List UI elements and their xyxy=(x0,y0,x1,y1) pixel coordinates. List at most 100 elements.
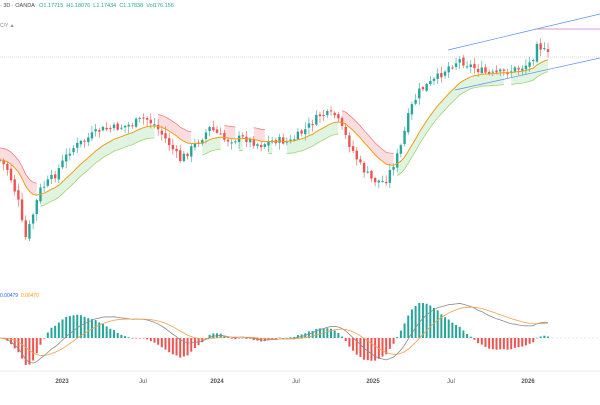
candle-body xyxy=(385,182,387,183)
candle-body xyxy=(43,187,45,188)
macd-line xyxy=(0,303,548,363)
macd-histogram-bar xyxy=(389,338,391,349)
macd-histogram-bar xyxy=(400,331,402,338)
candle-body xyxy=(444,72,446,76)
candle-body xyxy=(120,128,122,129)
candle-body xyxy=(447,66,449,72)
macd-histogram-bar xyxy=(14,338,16,348)
candle-body xyxy=(425,84,427,91)
macd-histogram-bar xyxy=(536,338,538,339)
macd-histogram-bar xyxy=(470,337,472,338)
volume-value: Vol176.156 xyxy=(146,3,174,9)
macd-histogram-bar xyxy=(73,315,75,338)
macd-legend[interactable]: 0.00479 0.00470 xyxy=(0,293,39,299)
candle-body xyxy=(116,124,118,130)
macd-histogram-bar xyxy=(205,338,207,339)
macd-histogram-bar xyxy=(69,316,71,338)
macd-histogram-bar xyxy=(106,326,108,338)
macd-histogram-bar xyxy=(507,338,509,350)
macd-histogram-bar xyxy=(279,338,281,339)
candle-body xyxy=(311,124,313,125)
channel-upper-line xyxy=(448,14,600,50)
macd-histogram-bar xyxy=(415,306,417,338)
macd-histogram-bar xyxy=(341,337,343,338)
macd-histogram-bar xyxy=(337,333,339,338)
candle-body xyxy=(304,129,306,134)
macd-histogram-bar xyxy=(245,338,247,339)
candle-body xyxy=(326,111,328,115)
candle-body xyxy=(146,118,148,120)
macd-histogram-bar xyxy=(39,338,41,345)
candle-body xyxy=(322,115,324,116)
macd-value: 0.00479 xyxy=(0,293,18,299)
macd-histogram-bar xyxy=(153,338,155,343)
macd-histogram-bar xyxy=(146,338,148,339)
macd-histogram-bar xyxy=(525,338,527,345)
macd-histogram-bar xyxy=(477,338,479,343)
indicator-stub[interactable]: C/Y ▲ xyxy=(0,23,15,29)
macd-histogram-bar xyxy=(352,338,354,351)
candle-body xyxy=(205,132,207,139)
macd-histogram-bar xyxy=(142,338,144,339)
candle-body xyxy=(91,132,93,138)
candle-body xyxy=(17,190,19,199)
macd-histogram-bar xyxy=(422,303,424,338)
time-axis-label: 2024 xyxy=(210,379,224,385)
candle-body xyxy=(539,43,541,49)
candle-body xyxy=(440,73,442,77)
macd-histogram-bar xyxy=(102,324,104,338)
candle-body xyxy=(484,67,486,72)
macd-histogram-bar xyxy=(124,336,126,338)
candle-body xyxy=(462,58,464,66)
macd-histogram-bar xyxy=(65,317,67,338)
macd-histogram-bar xyxy=(488,338,490,349)
candle-body xyxy=(109,128,111,129)
macd-histogram-bar xyxy=(131,338,133,339)
macd-histogram-bar xyxy=(510,338,512,349)
candle-body xyxy=(473,64,475,68)
candle-body xyxy=(403,131,405,144)
macd-histogram-bar xyxy=(62,319,64,338)
candle-body xyxy=(227,140,229,142)
macd-histogram-bar xyxy=(407,315,409,338)
candle-body xyxy=(21,199,23,220)
candle-body xyxy=(367,172,369,173)
candle-body xyxy=(32,215,34,224)
candle-body xyxy=(363,163,365,172)
macd-histogram-bar xyxy=(190,338,192,352)
candle-body xyxy=(231,142,233,143)
macd-histogram-bar xyxy=(128,337,130,338)
candle-body xyxy=(219,134,221,135)
macd-histogram-bar xyxy=(521,338,523,347)
macd-histogram-bar xyxy=(326,328,328,338)
candle-body xyxy=(525,66,527,70)
macd-histogram-bar xyxy=(429,305,431,338)
macd-histogram-bar xyxy=(43,338,45,339)
candle-body xyxy=(451,68,453,69)
macd-histogram-bar xyxy=(348,338,350,347)
candle-body xyxy=(455,63,457,67)
candle-body xyxy=(124,126,126,128)
candle-body xyxy=(87,137,89,142)
candle-body xyxy=(10,169,12,181)
candle-body xyxy=(164,133,166,138)
macd-histogram-bar xyxy=(87,318,89,338)
macd-histogram-bar xyxy=(459,327,461,338)
candle-body xyxy=(139,118,141,119)
open-value: O1.17715 xyxy=(39,3,63,9)
macd-histogram-bar xyxy=(532,338,534,342)
macd-histogram-bar xyxy=(455,325,457,338)
macd-histogram-bar xyxy=(47,333,49,338)
macd-histogram-bar xyxy=(32,338,34,361)
macd-histogram-bar xyxy=(231,338,233,339)
candle-body xyxy=(47,179,49,186)
macd-histogram-bar xyxy=(437,310,439,338)
candle-body xyxy=(436,74,438,79)
macd-histogram-bar xyxy=(518,338,520,347)
candle-body xyxy=(25,220,27,237)
candle-body xyxy=(76,143,78,148)
candle-body xyxy=(260,145,262,147)
symbol-label: · 3D · OANDA xyxy=(0,3,35,9)
